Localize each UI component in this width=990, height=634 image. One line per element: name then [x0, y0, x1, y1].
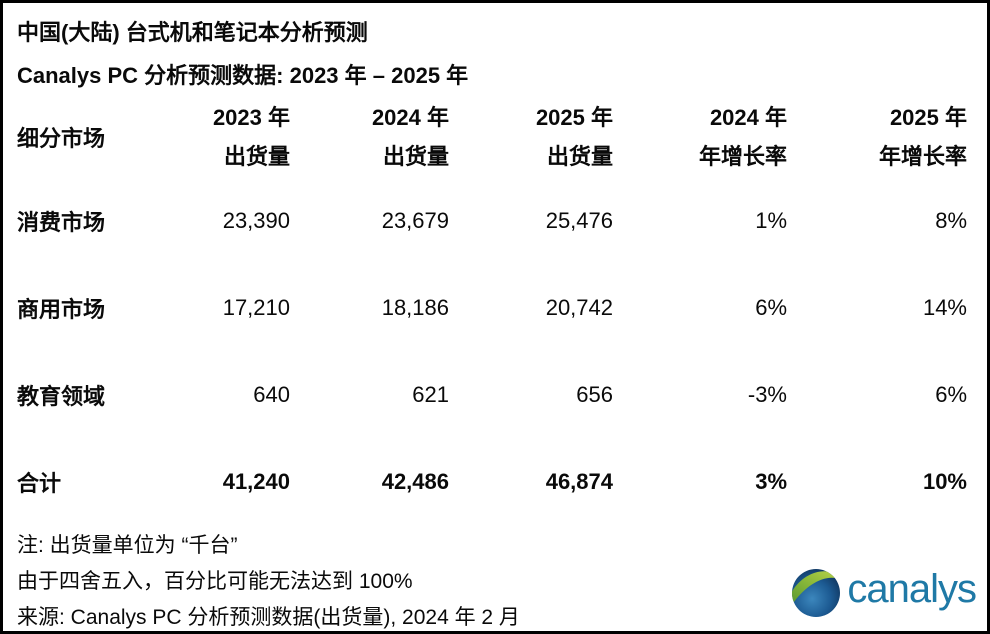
row-label: 教育领域	[17, 383, 106, 409]
table-row-commercial: 商用市场 17,210 18,186 20,742 6% 14%	[17, 264, 967, 351]
column-header-2025-shipments: 2025 年 出货量	[449, 98, 613, 176]
column-header-line2: 年增长率	[698, 144, 787, 169]
cell-2024-shipments: 23,679	[381, 207, 449, 233]
column-header-segment: 细分市场	[17, 126, 106, 151]
footnote-unit: 注: 出货量单位为 “千台”	[17, 534, 238, 557]
column-header-line2: 出货量	[382, 144, 449, 169]
column-header-line1: 2025 年	[889, 105, 967, 130]
column-header-line2: 出货量	[223, 144, 290, 169]
cell-2025-shipments: 20,742	[545, 294, 613, 320]
header-block: 中国(大陆) 台式机和笔记本分析预测 Canalys PC 分析预测数据: 20…	[17, 3, 967, 91]
canalys-wordmark: canalys	[847, 567, 977, 611]
cell-2024-growth: 1%	[755, 207, 787, 233]
table-row-consumer: 消费市场 23,390 23,679 25,476 1% 8%	[17, 177, 967, 264]
column-header-line1: 2023 年	[212, 105, 290, 130]
row-label: 商用市场	[17, 296, 106, 322]
footnote-rounding: 由于四舍五入，百分比可能无法达到 100%	[17, 570, 413, 593]
cell-2024-shipments: 18,186	[381, 294, 449, 320]
table-row-education: 教育领域 640 621 656 -3% 6%	[17, 351, 967, 438]
column-header-line1: 2024 年	[709, 105, 787, 130]
cell-2024-growth: 6%	[755, 294, 787, 320]
column-header-2024-shipments: 2024 年 出货量	[290, 98, 449, 176]
cell-2023-shipments: 640	[253, 381, 290, 407]
row-label: 消费市场	[17, 209, 106, 235]
footnote-source: 来源: Canalys PC 分析预测数据(出货量), 2024 年 2 月	[17, 606, 520, 629]
cell-2025-shipments: 656	[576, 381, 613, 407]
cell-2023-shipments: 41,240	[222, 468, 290, 494]
column-header-2023-shipments: 2023 年 出货量	[178, 98, 290, 176]
cell-2025-growth: 6%	[935, 381, 967, 407]
page-subtitle: Canalys PC 分析预测数据: 2023 年 – 2025 年	[17, 63, 469, 88]
table-row-total: 合计 41,240 42,486 46,874 3% 10%	[17, 438, 967, 525]
column-header-2024-growth: 2024 年 年增长率	[613, 98, 787, 176]
cell-2024-growth: 3%	[755, 468, 787, 494]
canalys-globe-icon	[792, 569, 841, 617]
column-header-line2: 出货量	[546, 144, 613, 169]
cell-2025-shipments: 46,874	[545, 468, 613, 494]
column-header-2025-growth: 2025 年 年增长率	[787, 98, 967, 176]
cell-2024-shipments: 621	[412, 381, 449, 407]
table-header-row: 细分市场 2023 年 出货量 2024 年 出货量 2025 年 出货量 20…	[17, 91, 967, 177]
cell-2024-growth: -3%	[747, 381, 787, 407]
canalys-logo: canalys	[792, 567, 977, 617]
page-title: 中国(大陆) 台式机和笔记本分析预测	[17, 20, 368, 45]
column-header-line2: 年增长率	[878, 144, 967, 169]
row-label: 合计	[17, 470, 62, 496]
cell-2023-shipments: 23,390	[222, 207, 290, 233]
column-header-line1: 2024 年	[371, 105, 449, 130]
cell-2023-shipments: 17,210	[222, 294, 290, 320]
cell-2025-growth: 10%	[922, 468, 967, 494]
cell-2025-growth: 8%	[935, 207, 967, 233]
cell-2025-growth: 14%	[922, 294, 967, 320]
column-header-line1: 2025 年	[535, 105, 613, 130]
cell-2024-shipments: 42,486	[381, 468, 449, 494]
footnotes-block: 注: 出货量单位为 “千台” 由于四舍五入，百分比可能无法达到 100% 来源:…	[17, 525, 967, 631]
cell-2025-shipments: 25,476	[545, 207, 613, 233]
